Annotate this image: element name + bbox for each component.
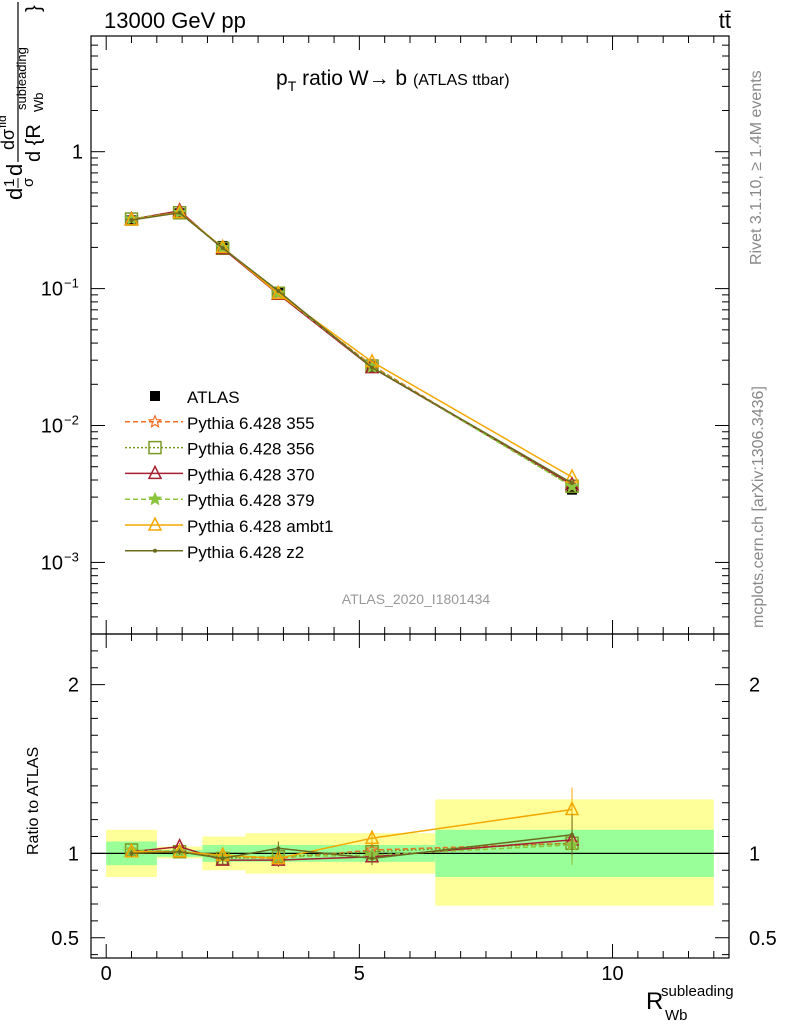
ratio-y-tick-label-right: 2 [749,675,760,697]
ratio-panel: 0.5 0.5 1 1 2 2 0 5 10 [51,633,777,985]
legend-label: Pythia 6.428 ambt1 [187,517,333,536]
ratio-y-tick-label: 2 [68,675,79,697]
y-tick-label: 10−1 [41,276,79,301]
legend-label: Pythia 6.428 355 [187,414,315,433]
marker-triangle [271,849,286,865]
svg-text:d {R: d {R [23,124,45,162]
collision-energy-label: 13000 GeV pp [104,8,246,33]
legend-label: Pythia 6.428 z2 [187,543,304,562]
legend-label: Pythia 6.428 379 [187,491,315,510]
svg-text:fid: fid [0,115,9,128]
legend-label: Pythia 6.428 370 [187,465,315,484]
marker-dot [276,846,281,851]
legend-label: ATLAS [187,388,240,407]
marker-triangle [147,464,163,480]
marker-triangle [364,829,380,844]
marker-square [150,391,160,401]
svg-text:d: d [2,164,27,176]
marker-triangle [172,203,187,219]
marker-dot [220,245,225,250]
y-tick-label: 10−2 [41,413,79,438]
ratio-y-tick-label: 0.5 [51,928,79,950]
mcplots-side-label: mcplots.cern.ch [arXiv:1306.3436] [750,386,767,628]
series-line [131,212,573,484]
legend-label: Pythia 6.428 356 [187,440,315,459]
svg-text:Wb: Wb [665,1007,688,1024]
marker-star [147,414,163,428]
x-tick-label: 0 [101,963,112,985]
svg-text:dσ: dσ [0,129,18,150]
x-tick-label: 5 [354,963,365,985]
marker-dot [570,832,575,837]
svg-text:R: R [646,988,663,1015]
legend-entry: Pythia 6.428 355 [125,414,315,433]
marker-dot [220,856,225,861]
main-panel: 110−110−210−3 [41,35,730,635]
y-tick-exponent: −1 [64,276,79,291]
x-axis-label: R Wb subleading [646,983,734,1024]
marker-dot [370,856,375,861]
marker-dot [153,548,157,553]
ratio-y-tick-label-right: 1 [749,843,760,865]
x-tick-label: 10 [601,963,623,985]
analysis-watermark: ATLAS_2020_I1801434 [342,591,491,607]
y-tick-label: 1 [72,142,83,164]
marker-dot [177,210,182,215]
marker-star [147,491,163,506]
ratio-y-axis-label: Ratio to ATLAS [25,747,42,855]
ratio-y-tick-label: 1 [68,843,79,865]
main-y-axis-label: d 1 σ d dσ fid d {R Wb subleading } [0,2,46,200]
legend: ATLAS Pythia 6.428 355 Pythia 6.428 356 Pyt… [125,388,333,562]
process-label: tt̄ [719,8,731,33]
svg-text:subleading: subleading [661,983,734,1000]
svg-text:σ: σ [20,177,37,187]
svg-text:}: } [23,5,45,12]
marker-square-open [148,440,162,455]
series-pythia-6-428-z2 [129,210,575,486]
marker-dot [370,365,375,370]
legend-entry: Pythia 6.428 379 [125,491,315,510]
marker-dot [129,218,134,223]
marker-triangle [172,843,187,858]
marker-star [564,478,580,493]
y-tick-mantissa: 10 [41,552,63,574]
marker-dot [129,851,134,856]
marker-dot [177,849,182,854]
legend-entry: Pythia 6.428 z2 [125,543,304,562]
ratio-panel-frame [90,633,730,959]
y-tick-exponent: −3 [64,549,79,564]
rivet-side-label: Rivet 3.1.10, ≥ 1.4M events [748,70,765,265]
legend-entry: Pythia 6.428 356 [125,440,315,459]
ratio-series-pythia-6-428-z2 [129,814,575,866]
svg-text:subleading: subleading [14,47,29,110]
marker-dot [276,289,281,294]
ratio-series-line [131,834,573,860]
marker-dot [570,481,575,486]
svg-text:Wb: Wb [31,93,46,113]
y-tick-mantissa: 10 [41,416,63,438]
svg-text:d: d [2,188,27,200]
svg-text:1: 1 [1,179,18,187]
y-tick-label: 10−3 [41,549,79,574]
plot-title: pT ratio W→ b (ATLAS ttbar) [276,67,510,94]
ratio-y-tick-label-right: 0.5 [749,928,777,950]
marker-triangle [147,516,163,531]
legend-entry: Pythia 6.428 370 [125,464,315,484]
y-tick-mantissa: 10 [41,279,63,301]
y-tick-exponent: −2 [64,413,79,428]
marker-triangle [564,800,580,816]
series-line [131,211,573,478]
legend-entry: Pythia 6.428 ambt1 [125,516,333,536]
legend-entry: ATLAS [150,388,240,407]
